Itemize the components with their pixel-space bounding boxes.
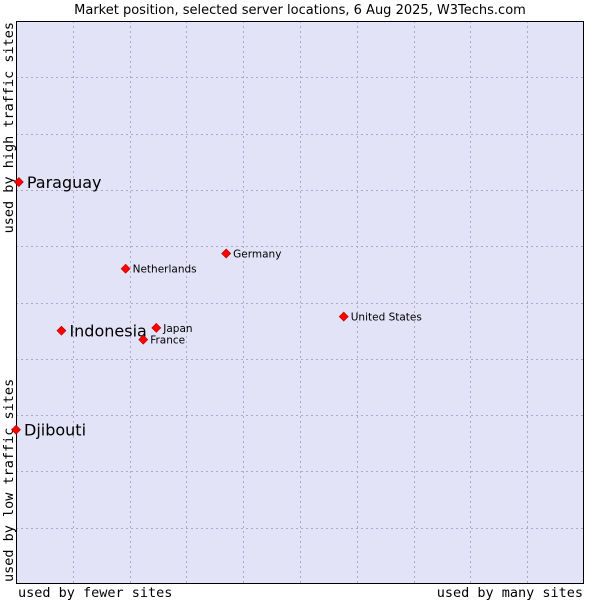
data-point-japan[interactable]: Japan [151,322,193,335]
data-point-united-states[interactable]: United States [338,311,422,324]
point-label: Japan [162,323,192,335]
data-point-indonesia[interactable]: Indonesia [56,322,147,341]
point-label: France [150,335,185,347]
data-points: Paraguay Germany Netherlands United States J… [11,173,422,440]
point-label: Djibouti [24,421,86,440]
plot-frame [16,21,584,584]
data-point-france[interactable]: France [138,334,185,347]
point-marker [13,177,24,187]
chart-title: Market position, selected server locatio… [74,3,526,18]
point-marker [151,322,162,333]
point-label: Netherlands [133,264,197,276]
data-point-djibouti[interactable]: Djibouti [11,421,87,440]
point-label: Germany [233,249,281,261]
point-marker [221,248,232,259]
point-marker [138,334,149,345]
point-marker [56,325,67,336]
data-point-germany[interactable]: Germany [221,248,282,261]
point-marker [338,311,349,322]
data-point-netherlands[interactable]: Netherlands [120,263,197,276]
point-marker [11,424,21,435]
y-axis-label-high: used by high traffic sites [1,22,17,233]
point-marker [120,263,131,274]
data-point-paraguay[interactable]: Paraguay [13,173,102,192]
point-label: Indonesia [69,322,146,341]
point-label: United States [351,312,422,324]
x-axis-label-low: used by fewer sites [18,585,172,600]
grid [16,21,584,584]
y-axis-label-low: used by low traffic sites [1,379,17,582]
x-axis-label-high: used by many sites [437,585,583,600]
point-label: Paraguay [27,173,102,192]
